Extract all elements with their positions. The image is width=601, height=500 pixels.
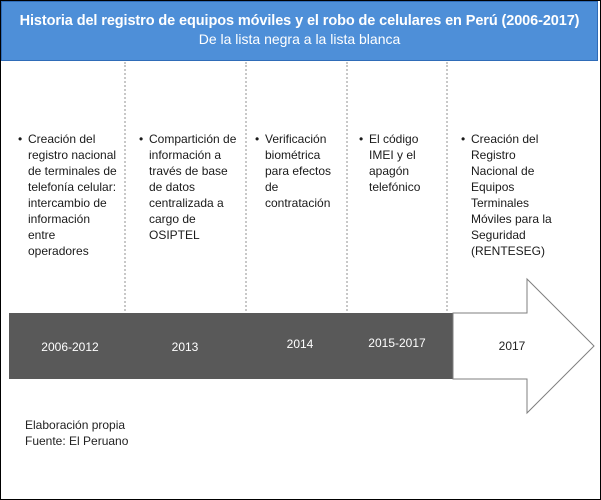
column-divider — [124, 62, 126, 315]
bullet-icon: • — [18, 132, 23, 146]
year-label: 2017 — [498, 339, 526, 353]
timeline-arrowhead — [452, 277, 595, 415]
year-label: 2013 — [171, 340, 199, 354]
year-label: 2006-2012 — [41, 340, 99, 354]
timeline-entry-2015-2017: • El código IMEI y el apagón telefónico — [359, 131, 439, 195]
timeline-entry-text: El código IMEI y el apagón telefónico — [369, 132, 421, 194]
bullet-icon: • — [255, 132, 260, 146]
timeline-entry-text: Verificación biométrica para efectos de … — [265, 132, 332, 210]
year-label: 2014 — [286, 337, 314, 351]
timeline-entry-2017: • Creación del Registro Nacional de Equi… — [461, 131, 557, 259]
timeline-entry-text: Creación del Registro Nacional de Equipo… — [471, 132, 552, 258]
footer-credit: Elaboración propia — [25, 418, 126, 432]
page-subtitle: De la lista negra a la lista blanca — [198, 31, 401, 47]
timeline-entry-text: Creación del registro nacional de termin… — [28, 132, 117, 258]
bullet-icon: • — [359, 132, 364, 146]
footer-source: Fuente: El Peruano — [25, 434, 129, 448]
column-divider — [245, 62, 247, 315]
timeline-entry-2013: • Compartición de información a través d… — [139, 131, 237, 243]
bullet-icon: • — [139, 132, 144, 146]
header-banner: Historia del registro de equipos móviles… — [1, 1, 598, 61]
bullet-icon: • — [461, 132, 466, 146]
footer-notes: Elaboración propia Fuente: El Peruano — [25, 417, 128, 449]
column-divider — [446, 62, 448, 315]
timeline-entry-2006-2012: • Creación del registro nacional de term… — [18, 131, 118, 259]
timeline-entry-2014: • Verificación biométrica para efectos d… — [255, 131, 343, 211]
timeline-entry-text: Compartición de información a través de … — [149, 132, 237, 242]
year-label: 2015-2017 — [368, 336, 426, 350]
column-divider — [346, 62, 348, 315]
timeline-bar-dark — [9, 313, 453, 379]
page-title: Historia del registro de equipos móviles… — [19, 13, 580, 29]
